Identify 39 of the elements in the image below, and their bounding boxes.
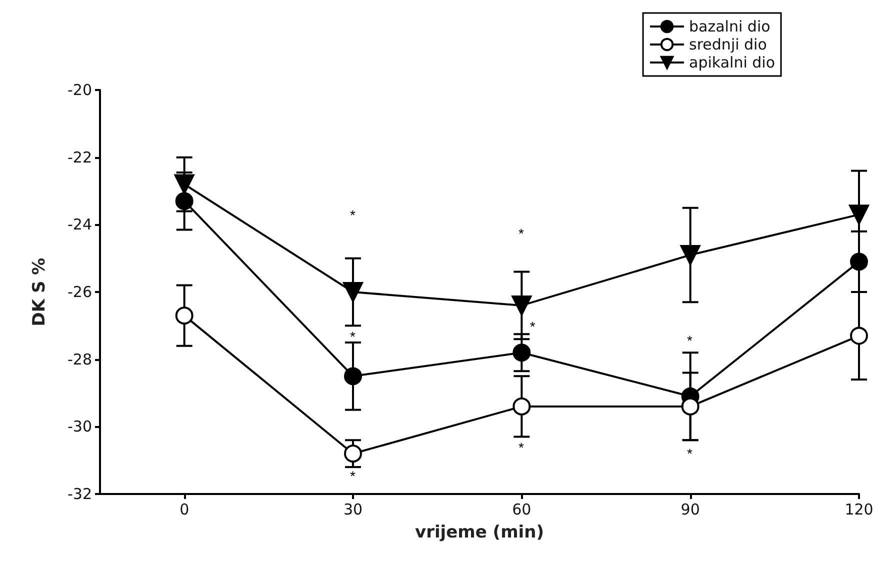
x-tick-label: 90 <box>680 500 700 518</box>
annotation: * <box>530 318 536 334</box>
y-tick-label: -32 <box>68 485 92 503</box>
annotation: * <box>350 468 356 484</box>
point <box>175 306 194 325</box>
y-tick-label: -22 <box>68 148 92 166</box>
y-tick-label: -30 <box>68 418 92 436</box>
point <box>681 397 700 416</box>
point <box>344 444 362 463</box>
annotation: * <box>687 446 694 462</box>
annotation: * <box>350 207 356 224</box>
x-axis-title: vrijeme (min) <box>415 522 544 542</box>
y-tick-label: -26 <box>68 283 92 301</box>
x-tick-label: 60 <box>512 500 532 518</box>
point <box>343 282 363 302</box>
legend-label: apikalni dio <box>689 54 776 72</box>
x-tick-label: 120 <box>844 500 874 518</box>
point <box>849 204 869 225</box>
point <box>175 192 194 210</box>
point <box>680 244 700 265</box>
point <box>512 344 531 362</box>
legend-label: srednji dio <box>689 36 767 54</box>
point <box>174 174 194 194</box>
point <box>850 252 868 271</box>
y-tick-label: -20 <box>68 81 92 99</box>
y-tick-label: -24 <box>68 216 92 234</box>
point <box>512 295 532 316</box>
annotation: * <box>518 440 525 456</box>
y-axis-title: DK S % <box>30 258 50 326</box>
y-tick-label: -28 <box>68 350 92 368</box>
point <box>850 326 868 345</box>
annotation: * <box>518 225 525 242</box>
legend-label: bazalni dio <box>689 18 770 36</box>
x-tick-label: 30 <box>343 500 363 518</box>
x-tick-label: 0 <box>180 500 190 518</box>
point <box>512 397 531 416</box>
annotation: * <box>350 328 356 344</box>
annotation: * <box>687 332 694 348</box>
point <box>344 367 362 386</box>
